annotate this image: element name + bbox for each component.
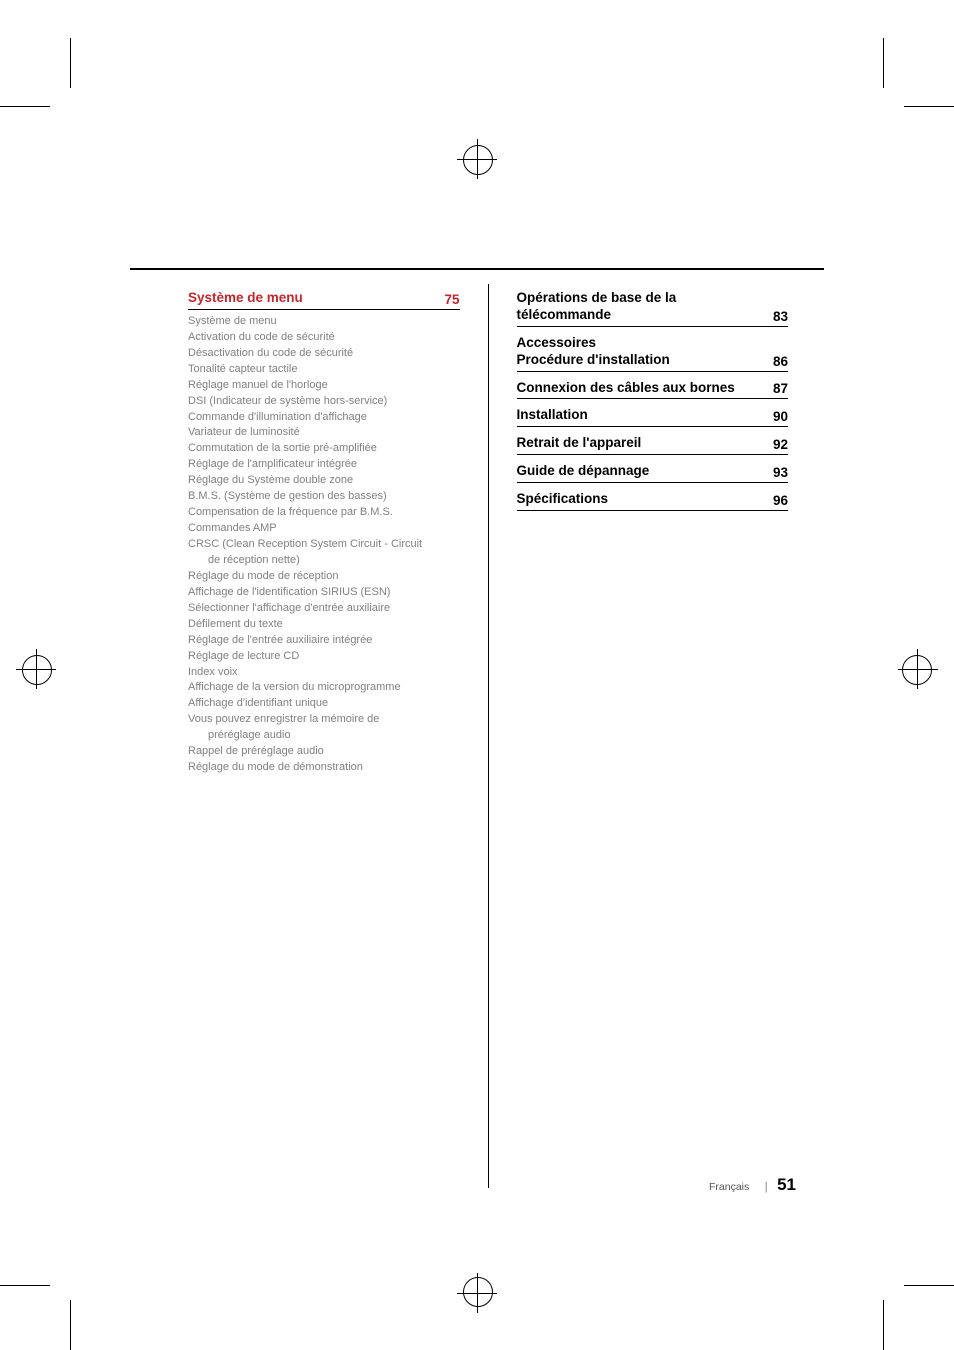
toc-subitem: Commutation de la sortie pré-amplifiée xyxy=(188,441,460,457)
toc-section-heading: Connexion des câbles aux bornes87 xyxy=(517,380,789,400)
toc-subitem: Commande d'illumination d'affichage xyxy=(188,410,460,426)
toc-section-heading: Spécifications96 xyxy=(517,491,789,511)
page-footer: Français | 51 xyxy=(709,1175,796,1195)
toc-subitem: Réglage du Système double zone xyxy=(188,473,460,489)
column-divider xyxy=(488,284,489,1188)
toc-section-heading: Opérations de base de la télécommande83 xyxy=(517,290,789,327)
section-page-number: 92 xyxy=(773,437,788,452)
crop-mark xyxy=(0,1285,50,1286)
toc-subitem: Désactivation du code de sécurité xyxy=(188,346,460,362)
toc-subitem: CRSC (Clean Reception System Circuit - C… xyxy=(188,537,460,553)
toc-subitem: Système de menu xyxy=(188,314,460,330)
toc-subitem: Réglage manuel de l'horloge xyxy=(188,378,460,394)
footer-separator: | xyxy=(765,1179,768,1193)
registration-mark xyxy=(477,1273,478,1313)
registration-mark xyxy=(463,1277,493,1307)
registration-mark xyxy=(22,655,52,685)
toc-subitem: Compensation de la fréquence par B.M.S. xyxy=(188,505,460,521)
crop-mark xyxy=(70,38,71,88)
toc-section-heading: Guide de dépannage93 xyxy=(517,463,789,483)
page: Système de menu 75 Système de menuActiva… xyxy=(0,0,954,1350)
toc-section-heading: Installation90 xyxy=(517,407,789,427)
toc-subitem: préréglage audio xyxy=(188,728,460,744)
section-page-number: 87 xyxy=(773,381,788,396)
section-title: Retrait de l'appareil xyxy=(517,435,773,452)
crop-mark xyxy=(883,1300,884,1350)
registration-mark xyxy=(898,669,938,670)
crop-mark xyxy=(904,106,954,107)
section-title: Installation xyxy=(517,407,773,424)
toc-subitem: Index voix xyxy=(188,665,460,681)
toc-sublist: Système de menuActivation du code de séc… xyxy=(188,314,460,776)
section-title: Spécifications xyxy=(517,491,773,508)
section-title: Connexion des câbles aux bornes xyxy=(517,380,773,397)
toc-section-heading: AccessoiresProcédure d'installation86 xyxy=(517,335,789,372)
toc-subitem: Commandes AMP xyxy=(188,521,460,537)
registration-mark xyxy=(917,649,918,689)
crop-mark xyxy=(70,1300,71,1350)
toc-subitem: B.M.S. (Système de gestion des basses) xyxy=(188,489,460,505)
toc-subitem: Affichage de l'identification SIRIUS (ES… xyxy=(188,585,460,601)
section-page-number: 90 xyxy=(773,409,788,424)
toc-subitem: Réglage du mode de démonstration xyxy=(188,760,460,776)
section-title: Système de menu xyxy=(188,290,444,307)
toc-subitem: Réglage de lecture CD xyxy=(188,649,460,665)
toc-subitem: Rappel de préréglage audio xyxy=(188,744,460,760)
registration-mark xyxy=(36,649,37,689)
registration-mark xyxy=(477,139,478,179)
toc-subitem: Affichage d'identifiant unique xyxy=(188,696,460,712)
toc-section-heading: Système de menu 75 xyxy=(188,290,460,310)
footer-language: Français xyxy=(709,1181,749,1193)
toc-subitem: Activation du code de sécurité xyxy=(188,330,460,346)
toc-subitem: Affichage de la version du microprogramm… xyxy=(188,680,460,696)
section-page-number: 75 xyxy=(444,292,459,307)
toc-subitem: de réception nette) xyxy=(188,553,460,569)
section-page-number: 96 xyxy=(773,493,788,508)
section-page-number: 93 xyxy=(773,465,788,480)
toc-subitem: Tonalité capteur tactile xyxy=(188,362,460,378)
toc-section-heading: Retrait de l'appareil92 xyxy=(517,435,789,455)
section-title: Opérations de base de la télécommande xyxy=(517,290,773,324)
registration-mark xyxy=(463,145,493,175)
toc-subitem: Sélectionner l'affichage d'entrée auxili… xyxy=(188,601,460,617)
crop-mark xyxy=(904,1285,954,1286)
crop-mark xyxy=(883,38,884,88)
toc-subitem: Réglage du mode de réception xyxy=(188,569,460,585)
content-area: Système de menu 75 Système de menuActiva… xyxy=(188,282,788,1188)
toc-subitem: DSI (Indicateur de système hors-service) xyxy=(188,394,460,410)
left-column: Système de menu 75 Système de menuActiva… xyxy=(188,282,460,1188)
toc-subitem: Réglage de l'entrée auxiliaire intégrée xyxy=(188,633,460,649)
right-column: Opérations de base de la télécommande83A… xyxy=(517,282,789,1188)
section-title: Guide de dépannage xyxy=(517,463,773,480)
header-rule xyxy=(130,268,824,270)
section-title: AccessoiresProcédure d'installation xyxy=(517,335,773,369)
section-page-number: 86 xyxy=(773,354,788,369)
section-page-number: 83 xyxy=(773,309,788,324)
footer-page-number: 51 xyxy=(777,1175,796,1194)
toc-subitem: Vous pouvez enregistrer la mémoire de xyxy=(188,712,460,728)
crop-mark xyxy=(0,106,50,107)
toc-subitem: Réglage de l'amplificateur intégrée xyxy=(188,457,460,473)
toc-subitem: Défilement du texte xyxy=(188,617,460,633)
toc-subitem: Variateur de luminosité xyxy=(188,425,460,441)
